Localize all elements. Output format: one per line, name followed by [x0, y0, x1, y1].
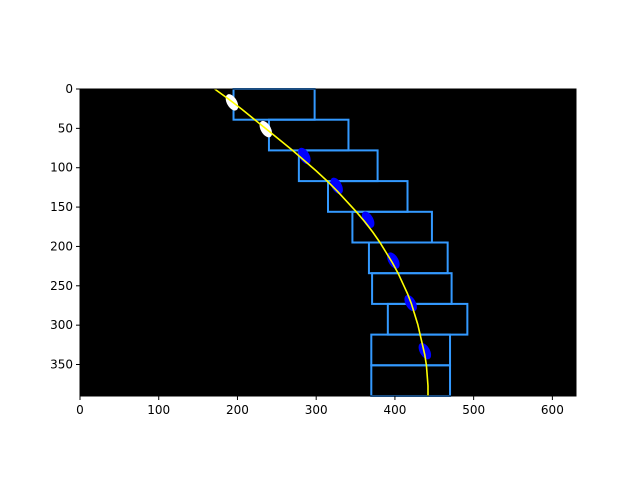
- y-tick-label: 250: [50, 279, 73, 293]
- x-tick-label: 100: [147, 403, 170, 417]
- y-axis: 0 50 100 150 200 250 300 350: [50, 82, 80, 372]
- y-tick-label: 300: [50, 318, 73, 332]
- x-tick-label: 400: [383, 403, 406, 417]
- plot-area: [80, 89, 576, 396]
- pixel-blob-8: [418, 342, 432, 360]
- y-tick-label: 200: [50, 239, 73, 253]
- pixel-blob-4: [330, 177, 343, 195]
- x-tick-label: 500: [462, 403, 485, 417]
- y-tick-label: 150: [50, 200, 73, 214]
- fitted-lane-curve: [214, 88, 429, 396]
- pixel-blob-6: [387, 252, 400, 269]
- pixel-blob-5: [361, 211, 375, 228]
- x-tick-label: 300: [305, 403, 328, 417]
- y-tick-label: 50: [58, 121, 73, 135]
- axes-frame: [79, 88, 577, 397]
- x-tick-label: 0: [76, 403, 84, 417]
- y-tick-label: 0: [65, 82, 73, 96]
- pixel-blob-3: [298, 147, 311, 165]
- y-tick-label: 350: [50, 358, 73, 372]
- x-axis: 0 100 200 300 400 500 600: [76, 396, 564, 417]
- x-tick-label: 600: [541, 403, 564, 417]
- search-windows: [232, 88, 469, 397]
- y-tick-label: 100: [50, 161, 73, 175]
- x-tick-label: 200: [226, 403, 249, 417]
